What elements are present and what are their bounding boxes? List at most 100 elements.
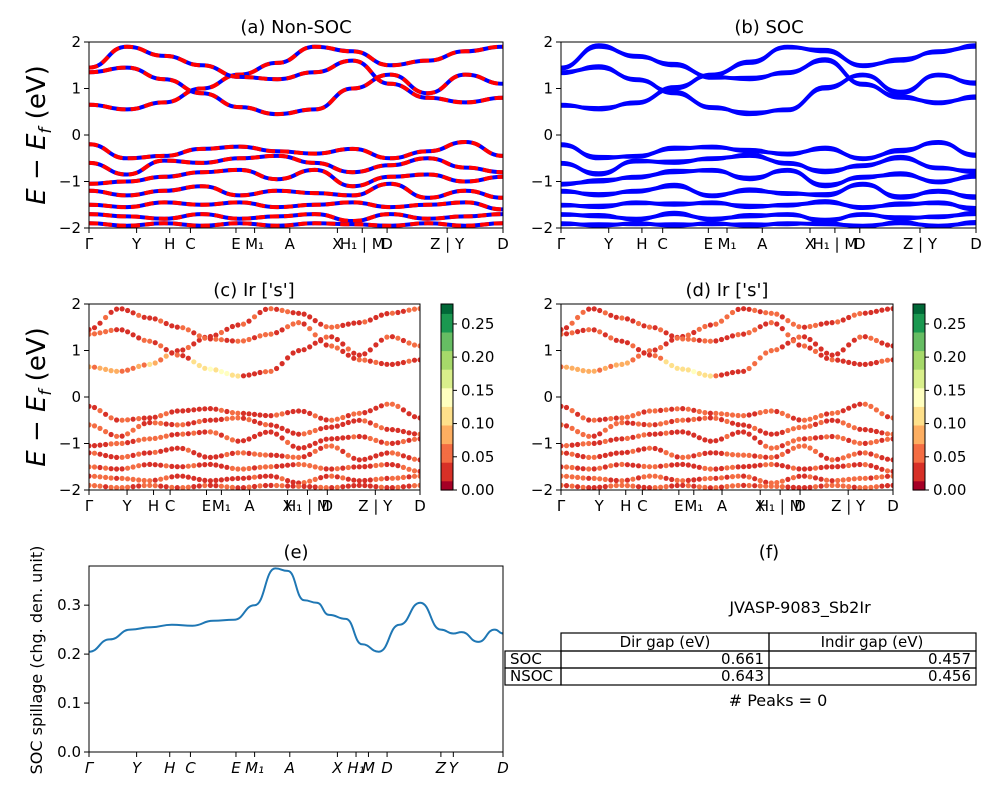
- panel-c-colorbar-segment: [441, 476, 453, 482]
- panel-c-point: [400, 337, 406, 344]
- panel-c-point: [108, 475, 114, 481]
- panel-c-point: [229, 410, 235, 416]
- panel-c-point: [125, 453, 131, 460]
- panel-c-point: [229, 415, 235, 421]
- panel-d-point: [862, 334, 868, 340]
- panel-d-point: [624, 435, 631, 441]
- panel-d-point: [613, 462, 619, 468]
- ylabel-mid-main: E − E: [22, 395, 52, 467]
- panel-d-point: [796, 342, 802, 348]
- panel-c-point: [163, 421, 169, 427]
- panel-d-point: [812, 448, 819, 454]
- panel-c-point: [356, 478, 362, 484]
- panel-c-point: [114, 306, 120, 312]
- panel-c-point: [89, 364, 92, 370]
- panel-d-point: [563, 450, 570, 456]
- panel-c-point: [152, 420, 158, 426]
- panel-c-point: [362, 456, 368, 462]
- band-b-split-2: [561, 43, 976, 106]
- panel-c-point: [323, 417, 329, 423]
- panel-c-point: [406, 455, 412, 461]
- panel-d-point: [846, 476, 852, 482]
- panel-d-point: [658, 463, 664, 469]
- panel-d-xtick-label: D: [887, 497, 899, 515]
- panel-c-point: [290, 430, 296, 436]
- panel-d-point: [669, 333, 675, 339]
- panel-d-point: [624, 340, 631, 346]
- panel-c-point: [196, 418, 202, 425]
- panel-d-point: [724, 314, 730, 320]
- panel-d-point: [658, 421, 664, 427]
- gap-table-header-dir: Dir gap (eV): [620, 633, 711, 651]
- panel-d-point: [763, 430, 769, 436]
- panel-e-xtick-label: Y: [132, 759, 143, 777]
- panel-c-point: [213, 477, 219, 483]
- panel-c-point: [323, 436, 329, 442]
- panel-d-point: [591, 454, 597, 460]
- panel-d-point: [768, 320, 774, 326]
- panel-c-point: [185, 474, 191, 480]
- panel-d-point: [857, 461, 863, 468]
- ylabel-middle: E − Ef (eV): [22, 327, 56, 467]
- panel-d-point: [635, 447, 642, 453]
- panel-d-point: [735, 306, 741, 312]
- band-b-split-7: [561, 199, 976, 211]
- panel-d-point: [735, 452, 741, 458]
- panel-d-point: [658, 447, 664, 453]
- panel-c-point: [213, 367, 219, 373]
- panel-c-point: [235, 373, 241, 379]
- panel-c-point: [174, 445, 180, 451]
- panel-c-point: [141, 415, 147, 421]
- panel-c-point: [356, 410, 362, 416]
- panel-d-colorbar-segment: [913, 448, 925, 454]
- panel-d-point: [724, 474, 730, 480]
- panel-c-point: [301, 445, 307, 451]
- panel-c-point: [378, 360, 384, 367]
- panel-c-point: [334, 345, 340, 351]
- panel-c-point: [108, 484, 114, 490]
- panel-c-point: [180, 422, 186, 428]
- panel-c-point: [400, 308, 406, 314]
- panel-d-point: [641, 484, 647, 490]
- panel-d-point: [829, 320, 835, 326]
- panel-d-point: [746, 423, 752, 429]
- panel-d-point: [608, 363, 614, 369]
- panel-c-point: [362, 434, 368, 440]
- panel-d-point: [757, 309, 763, 315]
- panel-d-point: [674, 429, 680, 435]
- panel-c-point: [296, 408, 302, 414]
- panel-c-point: [362, 351, 368, 357]
- panel-c-point: [103, 441, 109, 448]
- panel-d-point: [613, 314, 619, 320]
- ylabel-top: E − Ef (eV): [22, 65, 56, 205]
- panel-c-point: [312, 476, 318, 482]
- panel-e-xtick-label: D: [497, 759, 509, 777]
- panel-c-point: [367, 347, 373, 353]
- panel-c-point: [180, 445, 186, 452]
- panel-a-xtick-label: X: [332, 235, 342, 253]
- panel-a-xtick-label: C: [185, 235, 195, 253]
- panel-d-point: [713, 410, 719, 416]
- panel-d-point: [752, 425, 758, 431]
- panel-c-point: [251, 451, 258, 457]
- panel-c-point: [406, 411, 412, 417]
- panel-d-colorbar-segment: [913, 392, 925, 398]
- panel-d-point: [685, 336, 691, 342]
- panel-d-point: [691, 453, 697, 459]
- panel-d-point: [890, 357, 893, 363]
- gap-table: Dir gap (eV) Indir gap (eV) SOC 0.661 0.…: [504, 632, 977, 686]
- panel-c-point: [251, 314, 258, 320]
- panel-d-point: [586, 368, 592, 374]
- panel-c-point: [229, 465, 235, 471]
- panel-c-point: [417, 357, 420, 363]
- panel-c-point: [141, 482, 147, 489]
- panel-d-point: [624, 414, 631, 420]
- panel-c-point: [246, 336, 252, 343]
- panel-d-point: [846, 462, 852, 469]
- panel-d-title: (d) Ir ['s']: [686, 280, 769, 301]
- panel-c-point: [235, 338, 241, 344]
- panel-c-point: [251, 371, 258, 377]
- panel-d-colorbar-segment: [913, 401, 925, 407]
- panel-e-xtick-label: C: [185, 759, 196, 777]
- panel-c-point: [185, 344, 191, 351]
